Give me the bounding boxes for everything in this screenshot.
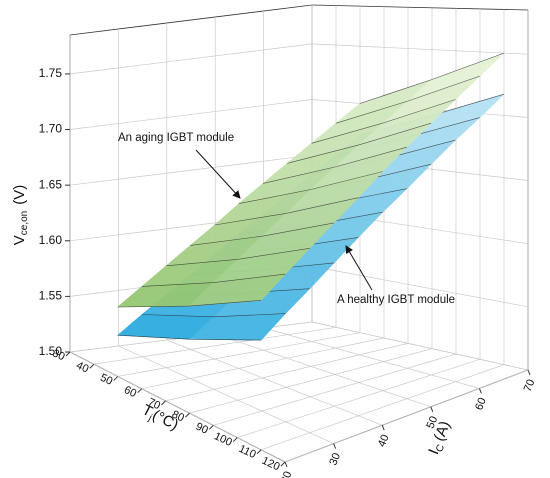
x-tick-label: 40 bbox=[376, 433, 392, 449]
annotation-arrow bbox=[345, 245, 373, 291]
mesh-line bbox=[287, 122, 432, 164]
y-tick bbox=[161, 400, 166, 406]
y-tick-label: 90 bbox=[194, 421, 210, 437]
y-tick bbox=[113, 376, 119, 381]
x-title-main: I bbox=[425, 447, 442, 457]
y-title-sub: j bbox=[146, 412, 154, 423]
mesh-line bbox=[359, 52, 505, 104]
y-tick-label: 80 bbox=[170, 408, 186, 424]
mesh-line bbox=[311, 99, 456, 144]
x-title-unit: (A) bbox=[431, 419, 454, 444]
x-tick bbox=[430, 406, 434, 412]
y-tick bbox=[137, 388, 143, 394]
y-tick bbox=[185, 412, 190, 418]
annotation: A healthy IGBT module bbox=[337, 294, 455, 306]
y-tick-label: 110 bbox=[237, 443, 258, 461]
z-tick-label: 1.60 bbox=[39, 233, 63, 247]
mesh-line bbox=[141, 313, 286, 318]
x-title-sub: C bbox=[434, 443, 447, 454]
mesh-line bbox=[117, 300, 262, 308]
annotation-arrow bbox=[195, 149, 241, 199]
mesh-line bbox=[117, 334, 262, 341]
mesh-line bbox=[141, 273, 286, 287]
x-tick-label: 20 bbox=[279, 470, 295, 478]
x-axis-title: IC(A) bbox=[425, 419, 455, 458]
box-edge bbox=[311, 4, 529, 11]
y-tick-label: 30 bbox=[50, 347, 66, 363]
mesh-line bbox=[214, 197, 359, 226]
x-tick-label: 60 bbox=[473, 396, 489, 412]
y-tick bbox=[65, 351, 71, 357]
x-tick bbox=[527, 369, 531, 376]
z-tick-label: 1.55 bbox=[39, 289, 63, 303]
y-tick bbox=[89, 363, 95, 369]
y-tick bbox=[232, 437, 238, 442]
y-tick bbox=[256, 449, 262, 455]
y-tick-label: 60 bbox=[122, 384, 138, 400]
z-tick-label: 1.70 bbox=[39, 122, 63, 136]
y-tick bbox=[208, 424, 214, 430]
y-tick-label: 100 bbox=[212, 430, 234, 449]
z-tick-label: 1.75 bbox=[39, 66, 63, 80]
z-title-unit: (V) bbox=[11, 185, 28, 205]
mesh-line bbox=[238, 171, 383, 204]
grid-line bbox=[237, 8, 481, 438]
annotation: An aging IGBT module bbox=[118, 132, 234, 144]
x-tick-label: 70 bbox=[522, 378, 538, 394]
y-tick-label: 120 bbox=[260, 455, 282, 474]
x-tick bbox=[478, 388, 482, 394]
grid-line bbox=[93, 5, 337, 365]
box-edge bbox=[69, 4, 313, 36]
z-axis-title: Vce,on (V) bbox=[11, 185, 30, 245]
mesh-line bbox=[263, 146, 407, 184]
x-tick bbox=[333, 443, 337, 449]
x-tick-label: 30 bbox=[327, 451, 343, 467]
z-title-main: V bbox=[11, 235, 28, 245]
mesh-line bbox=[335, 75, 480, 124]
grid-line bbox=[69, 5, 313, 353]
z-title-sub: ce,on bbox=[19, 211, 30, 235]
mesh-line bbox=[190, 222, 335, 246]
mesh-line bbox=[166, 248, 310, 267]
y-tick-label: 50 bbox=[98, 372, 114, 388]
z-tick-label: 1.65 bbox=[39, 177, 63, 191]
x-tick bbox=[381, 425, 385, 431]
y-tick-label: 70 bbox=[146, 396, 162, 412]
grid-line bbox=[260, 9, 505, 451]
x-tick-label: 50 bbox=[425, 415, 441, 431]
surface bbox=[116, 52, 505, 308]
y-tick bbox=[280, 461, 286, 467]
x-tick bbox=[284, 461, 288, 468]
y-tick-label: 40 bbox=[74, 360, 90, 376]
z-tick-label: 1.50 bbox=[39, 344, 63, 358]
